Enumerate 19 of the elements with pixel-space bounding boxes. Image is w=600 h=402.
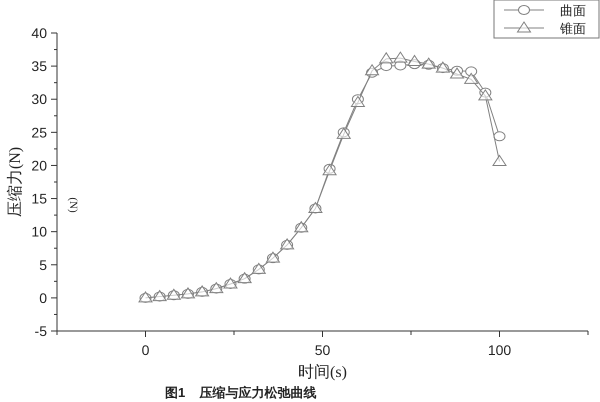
x-axis-title: 时间(s): [298, 363, 347, 381]
y-tick-label: -5: [34, 323, 48, 339]
y-tick-label: 30: [31, 91, 48, 108]
y-tick-label: 10: [31, 224, 48, 240]
y-tick-label: 35: [31, 58, 48, 74]
y-tick-label: 25: [31, 124, 48, 140]
legend-label: 锥面: [559, 21, 586, 36]
y-tick-label: 15: [31, 190, 48, 207]
annotation: (N): [67, 197, 79, 213]
caption: 图1 压缩与应力松弛曲线: [165, 385, 317, 400]
x-tick-label: 0: [142, 342, 150, 358]
x-tick-label: 50: [314, 342, 330, 358]
legend-label: 曲面: [560, 3, 586, 18]
y-tick-label: 40: [31, 25, 48, 41]
y-axis-title: 压缩力(N): [6, 146, 24, 218]
x-tick-label: 100: [488, 342, 512, 358]
y-tick-label: 20: [31, 157, 48, 174]
y-tick-label: 5: [39, 256, 48, 273]
y-tick-label: 0: [39, 290, 48, 306]
